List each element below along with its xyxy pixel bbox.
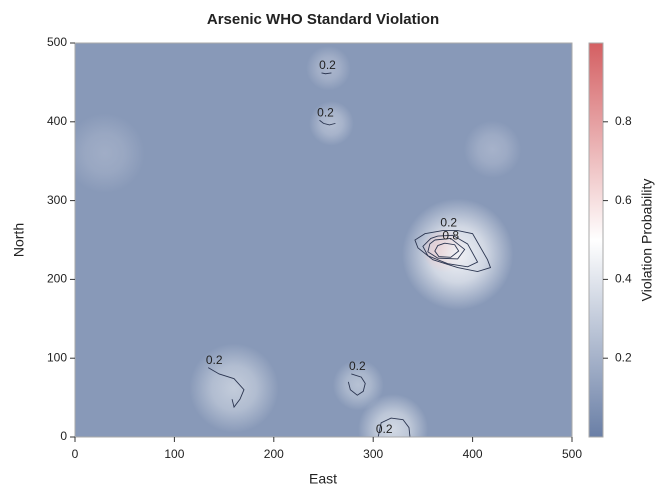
contour-line bbox=[427, 237, 466, 260]
colorbar-label: Violation Probability bbox=[639, 179, 655, 302]
contour-line bbox=[321, 72, 332, 75]
y-tick-label: 200 bbox=[47, 272, 67, 286]
field-peak bbox=[358, 394, 429, 437]
field-peak bbox=[402, 198, 514, 310]
x-axis-label: East bbox=[309, 471, 337, 487]
y-axis-label: North bbox=[11, 223, 27, 257]
x-tick-label: 100 bbox=[164, 447, 184, 461]
contour-line bbox=[422, 234, 479, 268]
colorbar-tick-label: 0.4 bbox=[615, 272, 632, 286]
contour-line bbox=[414, 230, 492, 272]
field-peak bbox=[75, 113, 145, 194]
contour-label: 0.2 bbox=[319, 58, 336, 72]
contour-line bbox=[347, 373, 366, 396]
colorbar-tick-label: 0.2 bbox=[615, 350, 632, 364]
colorbar bbox=[588, 42, 604, 438]
contour-label: 0.2 bbox=[206, 353, 223, 367]
x-tick-label: 400 bbox=[463, 447, 483, 461]
colorbar-tick-label: 0.8 bbox=[615, 114, 632, 128]
contour-line bbox=[377, 417, 411, 437]
contour-label: 0.2 bbox=[317, 105, 334, 119]
contour-line bbox=[434, 242, 460, 258]
y-tick-label: 500 bbox=[47, 35, 67, 49]
contour-line bbox=[319, 119, 336, 126]
y-tick-label: 100 bbox=[47, 350, 67, 364]
contour-label: 0.2 bbox=[376, 422, 393, 436]
x-tick-label: 300 bbox=[363, 447, 383, 461]
chart-title: Arsenic WHO Standard Violation bbox=[207, 11, 439, 28]
contour-line bbox=[207, 367, 245, 409]
y-tick-label: 400 bbox=[47, 114, 67, 128]
y-tick-label: 0 bbox=[60, 429, 67, 443]
x-tick-label: 200 bbox=[264, 447, 284, 461]
contour-label: 0.2 bbox=[349, 359, 366, 373]
contour-label: 0.2 bbox=[440, 216, 457, 230]
contour-label: 0.8 bbox=[442, 228, 459, 242]
field-peak bbox=[332, 359, 384, 411]
field-peak bbox=[309, 101, 354, 146]
colorbar-tick-label: 0.6 bbox=[615, 193, 632, 207]
field-peak bbox=[306, 45, 351, 91]
field-peak bbox=[189, 343, 279, 433]
y-tick-label: 300 bbox=[47, 193, 67, 207]
x-tick-label: 0 bbox=[72, 447, 79, 461]
plot-area: 0.20.20.20.80.2 0.20.2 bbox=[75, 43, 572, 437]
plot-frame bbox=[74, 42, 573, 438]
field-peak bbox=[463, 120, 522, 179]
x-tick-label: 500 bbox=[562, 447, 582, 461]
